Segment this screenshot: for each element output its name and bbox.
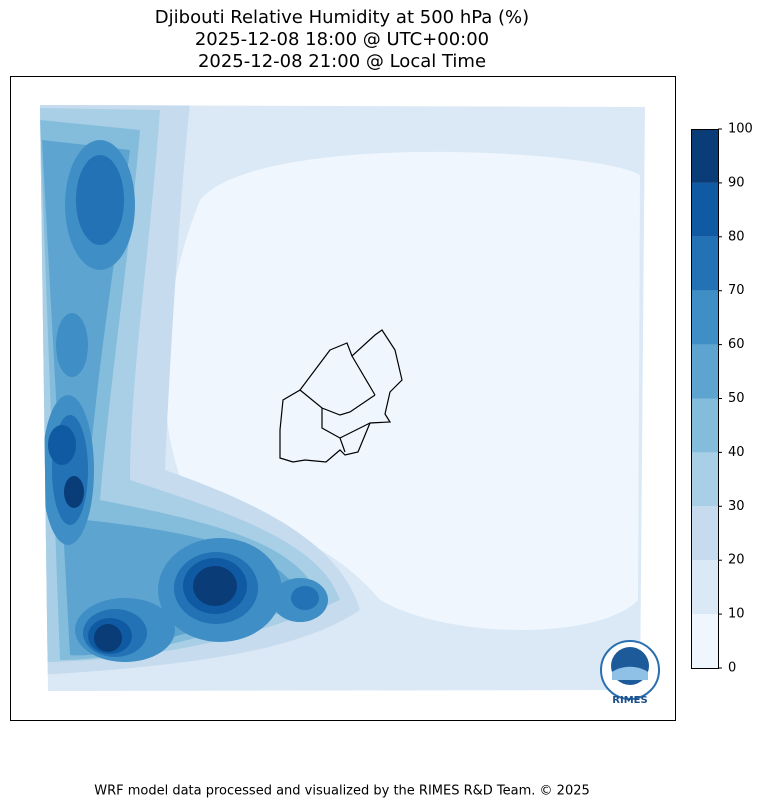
colorbar-segment [691,614,718,668]
logo-text: RIMES [612,695,647,706]
tick-label: 20 [728,553,745,568]
colorbar-segment [691,506,718,561]
tick-label: 10 [728,607,745,622]
colorbar-segment [691,182,718,237]
title-line: 2025-12-08 18:00 @ UTC+00:00 [195,29,489,50]
tick-label: 30 [728,499,745,514]
tick-label: 50 [728,391,745,406]
tick-label: 70 [728,283,745,298]
footer: WRF model data processed and visualized … [94,784,590,799]
colorbar-segment [691,398,718,453]
tick-label: 40 [728,445,745,460]
colorbar-segment [691,129,718,183]
title-line: Djibouti Relative Humidity at 500 hPa (%… [155,7,529,28]
map: RIMES [10,76,676,721]
humidity-field [40,105,645,691]
colorbar-segment [691,290,718,345]
colorbar: 0 10 20 30 40 50 60 70 80 90 100 [691,122,753,676]
colorbar-segment [691,452,718,507]
tick-label: 60 [728,337,745,352]
contour [164,151,641,630]
tick-label: 80 [728,229,745,244]
contour [64,476,237,652]
colorbar-segment [691,236,718,291]
tick-label: 90 [728,175,745,190]
country-border [279,329,403,463]
colorbar-segment [691,344,718,399]
logo: RIMES [600,640,660,706]
title-line: 2025-12-08 21:00 @ Local Time [198,51,486,72]
tick-label: 0 [728,661,736,676]
tick-label: 100 [728,122,753,137]
colorbar-segment [691,560,718,615]
